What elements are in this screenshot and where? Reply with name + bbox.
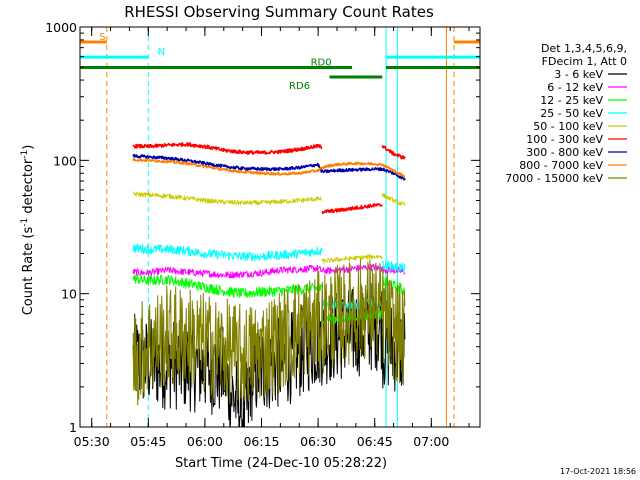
series-50-100-kev bbox=[133, 191, 406, 264]
series-100-300-kev-segment-2 bbox=[321, 202, 383, 215]
y-axis-label: Count Rate (s-1 detector-1) bbox=[20, 145, 36, 316]
flag-rd0-label: RD0 bbox=[311, 57, 332, 68]
y-tick-label-10: 10 bbox=[61, 287, 77, 302]
series-100-300-kev-segment-1 bbox=[132, 142, 323, 155]
series-6-12-kev-segment-1 bbox=[132, 263, 406, 279]
x-tick-label-05-30: 05:30 bbox=[74, 434, 110, 449]
series-7000-15000-kev bbox=[132, 259, 406, 406]
x-tick-label-05-45: 05:45 bbox=[130, 434, 166, 449]
y-tick-label-1: 1 bbox=[69, 420, 77, 435]
series-6-12-kev bbox=[132, 263, 406, 279]
series-50-100-kev-segment-3 bbox=[381, 192, 406, 207]
legend-label-7000-15000-kev: 7000 - 15000 keV bbox=[505, 172, 603, 185]
series-100-300-kev bbox=[132, 142, 406, 215]
legend-label-6-12-kev: 6 - 12 keV bbox=[547, 81, 603, 94]
series-50-100-kev-segment-2 bbox=[321, 254, 383, 264]
y-tick-label-1000: 1000 bbox=[45, 20, 77, 35]
x-tick-label-06-45: 06:45 bbox=[357, 434, 393, 449]
series-100-300-kev-segment-3 bbox=[381, 145, 406, 160]
legend-header-line-2: FDecim 1, Att 0 bbox=[542, 55, 627, 68]
legend-label-800-7000-kev: 800 - 7000 keV bbox=[519, 159, 603, 172]
flag-rd6-label: RD6 bbox=[289, 81, 310, 92]
series-300-800-kev-segment-1 bbox=[132, 153, 406, 181]
series-50-100-kev-segment-1 bbox=[133, 191, 323, 206]
legend-label-50-100-kev: 50 - 100 keV bbox=[533, 120, 603, 133]
flag-s-label: S bbox=[99, 32, 105, 43]
legend-label-300-800-kev: 300 - 800 keV bbox=[526, 146, 603, 159]
chart-title: RHESSI Observing Summary Count Rates bbox=[124, 3, 434, 21]
x-tick-label-06-30: 06:30 bbox=[300, 434, 336, 449]
legend-label-12-25-kev: 12 - 25 keV bbox=[540, 94, 603, 107]
plot-area: S N RD0 RD6 bbox=[80, 27, 480, 428]
legend-label-3-6-kev: 3 - 6 keV bbox=[554, 68, 603, 81]
series-25-50-kev-segment-1 bbox=[132, 243, 323, 262]
series-300-800-kev bbox=[132, 153, 406, 181]
generation-timestamp: 17-Oct-2021 18:56 bbox=[560, 467, 636, 476]
x-axis: 05:30 05:45 06:00 06:15 06:30 06:45 07:00 bbox=[74, 27, 470, 449]
legend: Det 1,3,4,5,6,9, FDecim 1, Att 0 3 - 6 k… bbox=[505, 42, 627, 185]
y-axis: 1 10 100 1000 bbox=[45, 20, 480, 435]
series-12-25-kev-segment-1 bbox=[132, 274, 322, 299]
x-tick-label-06-00: 06:00 bbox=[187, 434, 223, 449]
series-800-7000-kev bbox=[132, 157, 406, 179]
series-12-25-kev-segment-3 bbox=[381, 275, 406, 296]
series-25-50-kev-segment-3 bbox=[381, 260, 406, 273]
y-tick-label-100: 100 bbox=[53, 153, 77, 168]
legend-label-100-300-kev: 100 - 300 keV bbox=[526, 133, 603, 146]
series-800-7000-kev-segment-1 bbox=[132, 157, 406, 179]
legend-label-25-50-kev: 25 - 50 keV bbox=[540, 107, 603, 120]
x-axis-label: Start Time (24-Dec-10 05:28:22) bbox=[175, 456, 387, 471]
series-7000-15000-kev-segment-1 bbox=[132, 259, 406, 406]
legend-header-line-1: Det 1,3,4,5,6,9, bbox=[541, 42, 627, 55]
x-tick-label-07-00: 07:00 bbox=[413, 434, 449, 449]
x-tick-label-06-15: 06:15 bbox=[243, 434, 279, 449]
flag-n-label: N bbox=[158, 47, 165, 58]
